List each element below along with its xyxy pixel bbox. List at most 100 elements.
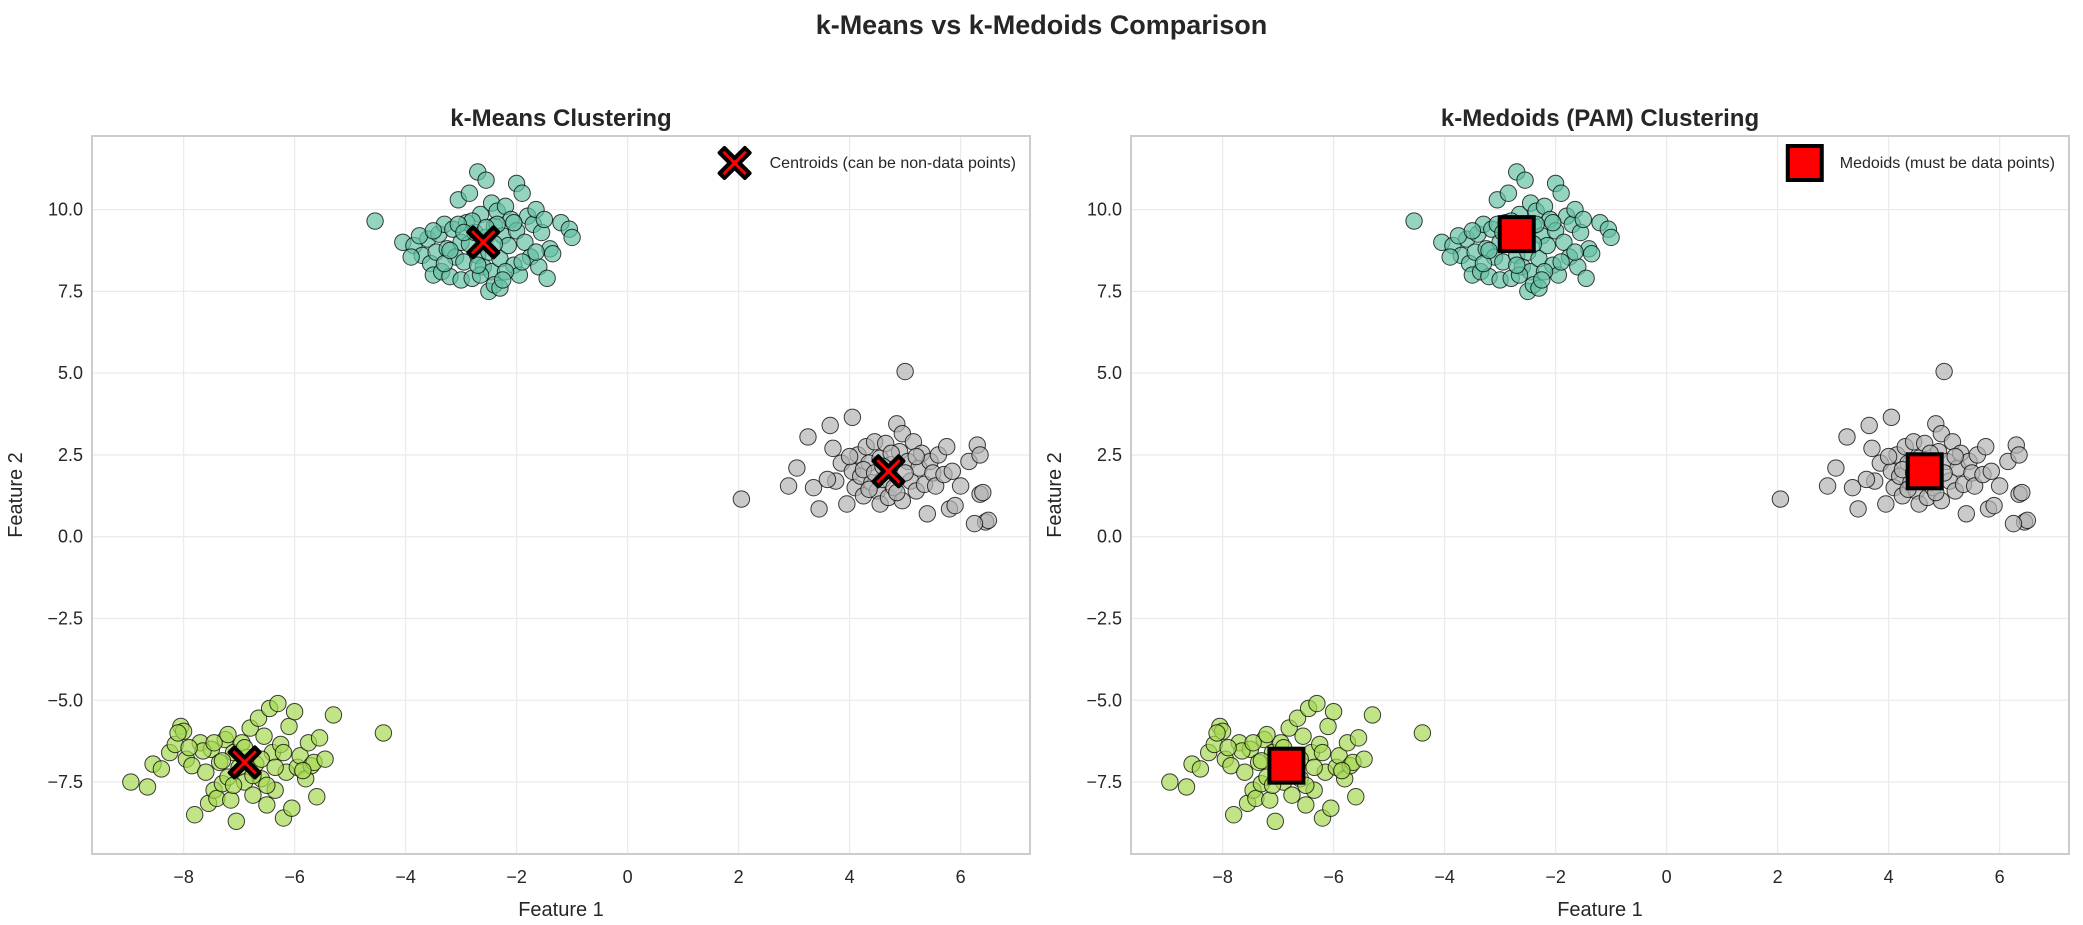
x-tick-label: −6: [1323, 867, 1344, 887]
data-point-cluster-2: [180, 738, 198, 757]
data-point-cluster-0: [543, 245, 562, 263]
y-tick-label: 0.0: [58, 527, 83, 547]
data-point-cluster-2: [185, 806, 204, 824]
data-point-cluster-0: [1577, 269, 1595, 287]
data-point-cluster-2: [1363, 706, 1382, 724]
data-point-cluster-1: [1879, 447, 1898, 466]
data-point-cluster-1: [843, 408, 862, 427]
data-point-cluster-0: [527, 243, 545, 261]
y-tick-label: −2.5: [1086, 608, 1122, 628]
data-point-cluster-1: [943, 462, 961, 480]
data-point-cluster-1: [838, 495, 856, 513]
y-tick-label: −5.0: [47, 690, 83, 710]
data-point-cluster-2: [308, 788, 326, 806]
data-point-cluster-2: [222, 791, 240, 809]
data-point-cluster-2: [258, 776, 276, 795]
data-point-cluster-0: [563, 228, 581, 247]
subplot-title: k-Means Clustering: [450, 105, 671, 132]
figure-suptitle: k-Means vs k-Medoids Comparison: [815, 10, 1268, 40]
data-point-cluster-1: [821, 416, 839, 435]
data-point-cluster-2: [249, 709, 268, 727]
data-point-cluster-1: [860, 480, 878, 498]
centroid-marker: [871, 454, 906, 489]
data-point-cluster-2: [1313, 743, 1332, 762]
data-point-cluster-1: [1946, 447, 1964, 466]
data-point-cluster-2: [1413, 724, 1432, 742]
data-point-cluster-1: [1771, 490, 1790, 508]
data-point-cluster-1: [1977, 438, 1995, 456]
data-point-cluster-2: [122, 773, 140, 791]
data-point-cluster-2: [283, 799, 301, 817]
data-point-cluster-2: [219, 725, 237, 744]
subplot-title: k-Medoids (PAM) Clustering: [1441, 105, 1759, 132]
data-point-cluster-1: [1985, 496, 2003, 515]
x-tick-label: 4: [1884, 867, 1894, 887]
data-point-cluster-2: [1258, 725, 1276, 744]
data-point-cluster-0: [1441, 248, 1459, 266]
data-point-cluster-1: [799, 428, 817, 446]
x-tick-label: −8: [1212, 867, 1233, 887]
data-point-cluster-0: [1574, 210, 1593, 229]
data-point-cluster-0: [1480, 241, 1498, 260]
data-point-cluster-0: [513, 253, 531, 271]
data-point-cluster-2: [1294, 727, 1312, 745]
data-point-cluster-0: [366, 212, 384, 230]
data-point-cluster-2: [1219, 738, 1237, 757]
data-point-cluster-2: [324, 706, 343, 724]
data-point-cluster-1: [896, 362, 914, 381]
y-tick-label: 10.0: [48, 200, 83, 220]
legend-centroid-icon: [717, 146, 752, 180]
y-axis-label: Feature 2: [1044, 452, 1066, 538]
data-point-cluster-2: [255, 727, 273, 745]
data-point-cluster-1: [1843, 478, 1862, 497]
data-point-cluster-2: [205, 734, 223, 752]
cluster-centers: [227, 225, 906, 780]
y-tick-label: −7.5: [1086, 772, 1122, 792]
legend-medoid-icon: [1785, 144, 1824, 182]
x-tick-label: 6: [956, 867, 966, 887]
axes-frame: [91, 135, 1031, 855]
x-tick-label: 6: [1995, 867, 2005, 887]
data-point-cluster-1: [810, 500, 828, 518]
data-point-cluster-2: [280, 717, 298, 736]
centroid-marker: [466, 225, 501, 260]
legend-label: Medoids (must be data points): [1840, 155, 2055, 172]
legend: Centroids (can be non-data points): [717, 146, 1016, 180]
data-point-cluster-1: [946, 496, 964, 515]
data-point-cluster-1: [951, 477, 970, 495]
data-point-cluster-2: [244, 786, 262, 804]
data-point-cluster-1: [779, 477, 798, 495]
data-point-cluster-2: [1349, 729, 1368, 747]
data-point-cluster-2: [152, 760, 171, 778]
y-tick-label: −2.5: [47, 608, 83, 628]
data-point-cluster-1: [1860, 416, 1878, 435]
data-point-cluster-2: [1297, 796, 1315, 814]
data-point-cluster-2: [1177, 778, 1196, 796]
medoid-marker: [1497, 215, 1536, 254]
data-point-cluster-0: [424, 222, 443, 240]
data-point-cluster-2: [1308, 694, 1326, 713]
x-tick-label: −6: [284, 867, 305, 887]
data-point-cluster-2: [274, 743, 293, 762]
x-tick-label: −2: [506, 867, 527, 887]
data-point-cluster-2: [1208, 724, 1226, 742]
data-point-cluster-1: [1849, 500, 1867, 518]
data-point-cluster-2: [213, 752, 232, 770]
x-tick-label: 4: [845, 867, 855, 887]
data-point-cluster-1: [918, 505, 937, 523]
data-point-cluster-1: [1882, 408, 1901, 427]
data-point-cluster-2: [1191, 760, 1210, 778]
data-point-cluster-0: [1552, 253, 1570, 271]
x-axis-label: Feature 1: [1557, 899, 1643, 921]
data-point-cluster-2: [1305, 758, 1323, 777]
data-point-cluster-0: [1566, 243, 1584, 261]
data-point-cluster-0: [460, 184, 479, 202]
data-point-cluster-2: [1288, 709, 1307, 727]
data-point-cluster-1: [965, 514, 984, 533]
centroid-marker: [227, 745, 262, 780]
y-tick-label: 5.0: [58, 363, 83, 383]
data-point-cluster-0: [1552, 184, 1570, 202]
y-tick-label: 0.0: [1097, 527, 1122, 547]
y-tick-label: 7.5: [58, 281, 83, 301]
y-tick-label: −5.0: [1086, 690, 1122, 710]
